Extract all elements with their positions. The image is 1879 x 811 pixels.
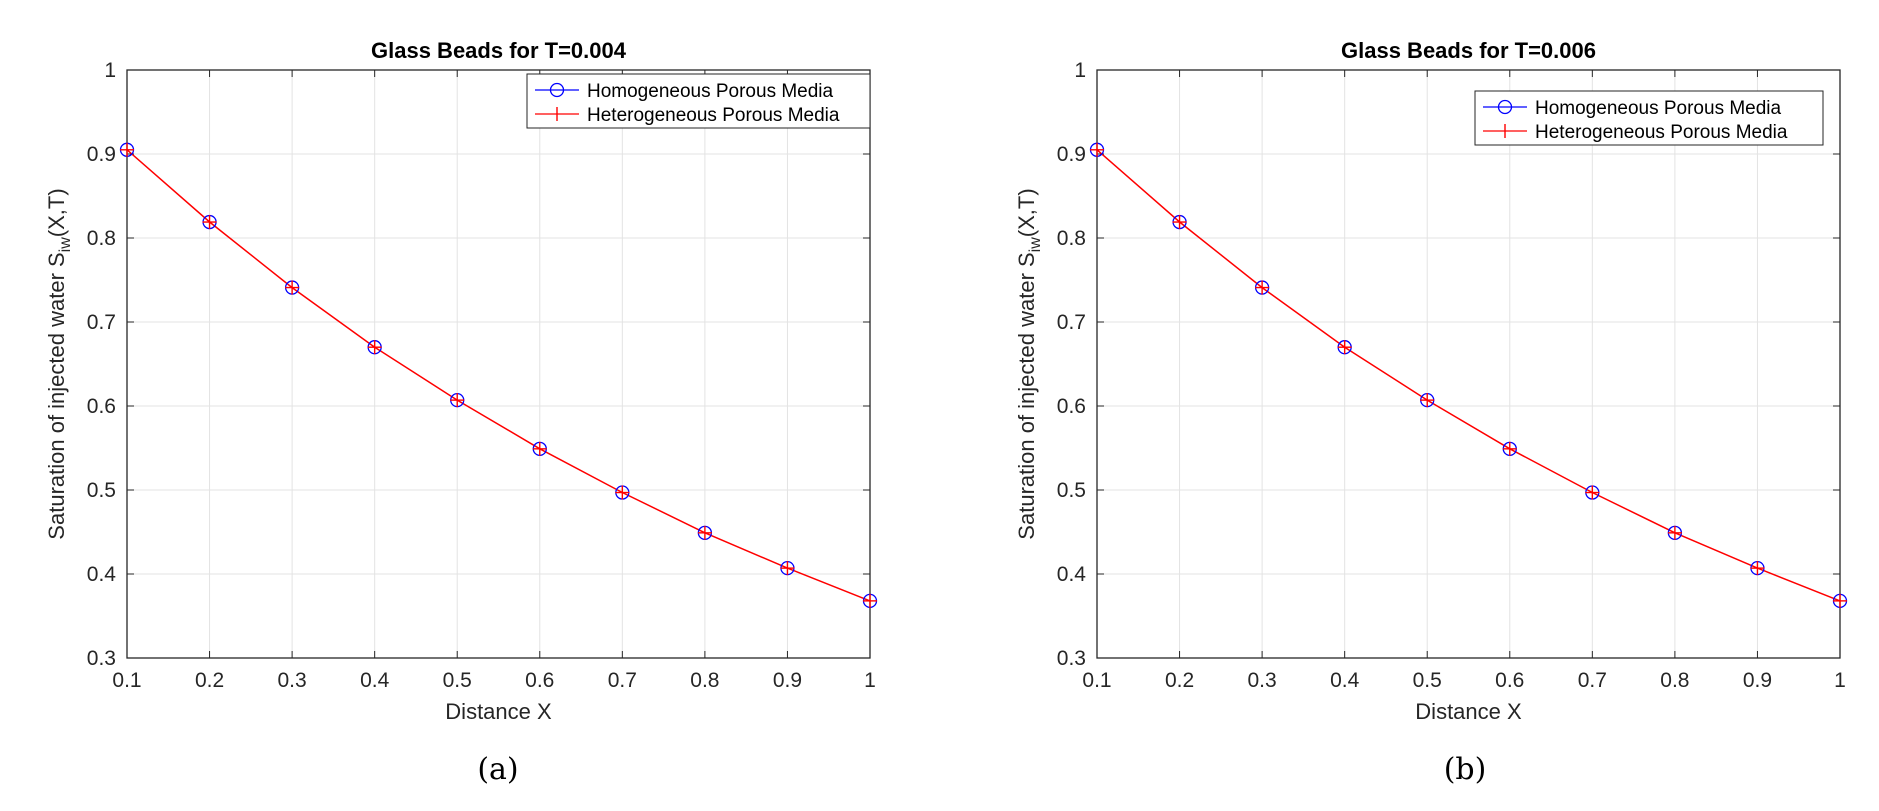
y-tick-label: 0.8 xyxy=(1057,227,1086,250)
legend-box xyxy=(526,73,871,129)
chart-panel-a: 0.1 0.2 0.3 0.4 0.5 0.6 0.7 0.8 0.9 1 0.3 0.4 0.5 0.6… xyxy=(44,38,878,787)
y-tick-label: 0.8 xyxy=(87,227,116,250)
data-point-heterogeneous xyxy=(285,280,300,295)
data-point-heterogeneous xyxy=(780,561,795,576)
y-axis-label-subscript: iw xyxy=(57,237,74,253)
x-axis-label: Distance X xyxy=(445,699,552,724)
x-tick-label: 0.2 xyxy=(195,669,224,692)
line-chart-b: 0.1 0.2 0.3 0.4 0.5 0.6 0.7 0.8 0.9 1 0.3 0.4 0.5 0.6… xyxy=(1014,38,1848,724)
y-tick-label: 0.4 xyxy=(87,563,117,586)
data-point-heterogeneous xyxy=(1833,593,1847,608)
y-tick-label: 1 xyxy=(1074,59,1086,82)
x-tick-label: 0.5 xyxy=(1413,669,1442,692)
data-point-heterogeneous xyxy=(697,525,712,540)
x-tick-label: 1 xyxy=(1834,669,1846,692)
data-point-heterogeneous xyxy=(615,485,630,500)
line-chart-a: 0.1 0.2 0.3 0.4 0.5 0.6 0.7 0.8 0.9 1 0.3 0.4 0.5 0.6… xyxy=(44,38,878,724)
y-axis-label: Saturation of injected water Siw(X,T) xyxy=(1014,188,1044,539)
data-point-heterogeneous xyxy=(1090,142,1104,157)
data-point-heterogeneous xyxy=(1337,340,1352,355)
chart-title: Glass Beads for T=0.006 xyxy=(1341,38,1596,63)
plot-area xyxy=(127,70,870,658)
y-axis-label-suffix: (X,T) xyxy=(44,188,69,237)
x-tick-label: 1 xyxy=(864,669,876,692)
y-tick-label: 0.9 xyxy=(87,143,116,166)
data-point-heterogeneous xyxy=(1585,485,1600,500)
x-tick-label: 0.3 xyxy=(278,669,307,692)
data-point-heterogeneous xyxy=(532,441,547,456)
x-tick-label: 0.4 xyxy=(360,669,390,692)
x-axis-label: Distance X xyxy=(1415,699,1522,724)
y-axis-label: Saturation of injected water Siw(X,T) xyxy=(44,188,74,539)
y-tick-label: 0.4 xyxy=(1057,563,1087,586)
x-tick-label: 0.7 xyxy=(608,669,637,692)
data-point-heterogeneous xyxy=(1502,441,1517,456)
data-point-heterogeneous xyxy=(1667,525,1682,540)
y-axis-label-main: Saturation of injected water S xyxy=(44,252,69,539)
legend-label-heterogeneous: Heterogeneous Porous Media xyxy=(587,105,840,126)
legend-label-homogeneous: Homogeneous Porous Media xyxy=(1535,98,1782,119)
data-point-heterogeneous xyxy=(367,340,382,355)
legend-box xyxy=(1474,90,1824,146)
caption-a: (a) xyxy=(477,752,519,787)
axes-box xyxy=(1096,69,1841,659)
y-axis-label-subscript: iw xyxy=(1027,237,1044,253)
y-tick-label: 0.5 xyxy=(1057,479,1086,502)
series-line-heterogeneous xyxy=(1096,149,1841,602)
series-line-heterogeneous xyxy=(126,149,871,602)
data-point-heterogeneous xyxy=(1420,393,1435,408)
y-tick-label: 0.6 xyxy=(87,395,116,418)
y-tick-label: 0.6 xyxy=(1057,395,1086,418)
legend: Homogeneous Porous Media Heterogeneous Po… xyxy=(1474,90,1824,146)
x-tick-label: 0.8 xyxy=(1660,669,1689,692)
chart-panel-b: 0.1 0.2 0.3 0.4 0.5 0.6 0.7 0.8 0.9 1 0.3 0.4 0.5 0.6… xyxy=(970,0,1879,811)
x-tick-label: 0.6 xyxy=(525,669,554,692)
legend: Homogeneous Porous Media Heterogeneous Po… xyxy=(526,73,871,129)
data-point-heterogeneous xyxy=(1255,280,1270,295)
y-tick-label: 0.3 xyxy=(1057,647,1086,670)
x-tick-label: 0.9 xyxy=(773,669,802,692)
x-tick-label: 0.4 xyxy=(1330,669,1360,692)
data-point-heterogeneous xyxy=(1172,215,1187,230)
data-point-heterogeneous xyxy=(202,215,217,230)
axes-box xyxy=(126,69,871,659)
x-tick-label: 0.1 xyxy=(1082,669,1111,692)
data-point-heterogeneous xyxy=(120,142,134,157)
y-tick-label: 0.9 xyxy=(1057,143,1086,166)
y-axis-label-suffix: (X,T) xyxy=(1014,188,1039,237)
x-tick-label: 0.8 xyxy=(690,669,719,692)
x-tick-label: 0.2 xyxy=(1165,669,1194,692)
y-tick-label: 1 xyxy=(104,59,116,82)
y-tick-label: 0.7 xyxy=(87,311,116,334)
y-tick-label: 0.7 xyxy=(1057,311,1086,334)
x-tick-label: 0.1 xyxy=(112,669,141,692)
plot-area xyxy=(1097,70,1840,658)
legend-marker-homogeneous xyxy=(1497,99,1513,115)
legend-label-homogeneous: Homogeneous Porous Media xyxy=(587,81,834,102)
y-tick-label: 0.5 xyxy=(87,479,116,502)
x-tick-label: 0.3 xyxy=(1248,669,1277,692)
y-tick-label: 0.3 xyxy=(87,647,116,670)
x-tick-label: 0.6 xyxy=(1495,669,1524,692)
data-point-heterogeneous xyxy=(1750,561,1765,576)
legend-marker-homogeneous xyxy=(549,82,565,98)
legend-label-heterogeneous: Heterogeneous Porous Media xyxy=(1535,122,1788,143)
caption-b: (b) xyxy=(1443,752,1487,787)
x-tick-label: 0.9 xyxy=(1743,669,1772,692)
chart-title: Glass Beads for T=0.004 xyxy=(371,38,627,63)
x-tick-label: 0.5 xyxy=(443,669,472,692)
data-point-heterogeneous xyxy=(863,593,877,608)
y-axis-label-main: Saturation of injected water S xyxy=(1014,252,1039,539)
data-point-heterogeneous xyxy=(450,393,465,408)
x-tick-label: 0.7 xyxy=(1578,669,1607,692)
